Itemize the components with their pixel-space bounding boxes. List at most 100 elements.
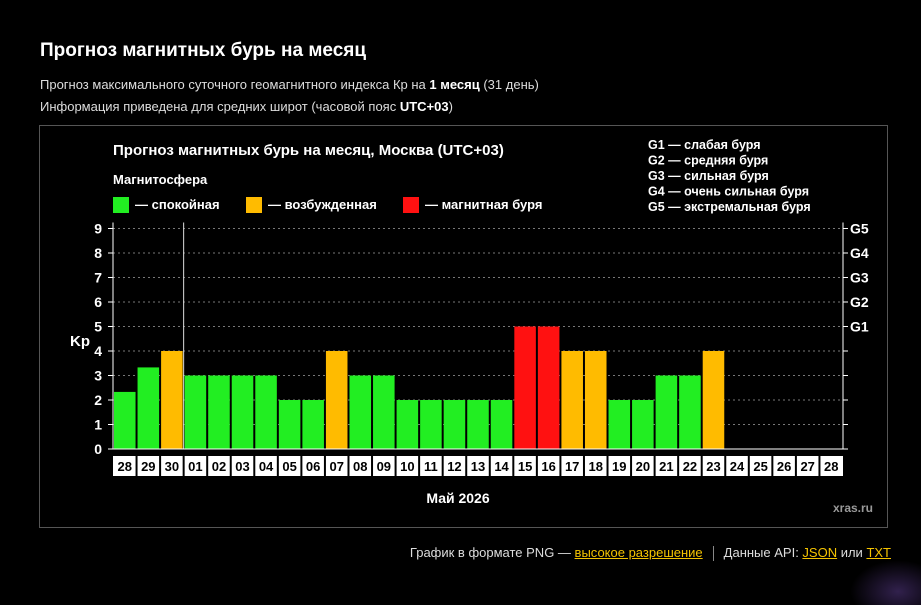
date-label: 04	[259, 459, 274, 474]
date-label: 18	[589, 459, 603, 474]
y-axis-label: Kp	[70, 333, 90, 350]
date-label: 11	[424, 459, 438, 474]
footer-divider	[712, 546, 714, 562]
date-label: 13	[471, 459, 485, 474]
high-resolution-link[interactable]: высокое разрешение	[574, 545, 703, 560]
kp-bar	[702, 351, 725, 449]
date-strip	[113, 456, 843, 476]
page-title: Прогноз магнитных бурь на месяц	[40, 40, 367, 61]
date-label: 19	[612, 459, 626, 474]
date-label: 22	[683, 459, 697, 474]
kp-bar	[302, 400, 324, 449]
json-link[interactable]: JSON	[802, 545, 838, 560]
kp-bar	[137, 367, 160, 449]
date-label: 09	[377, 459, 391, 474]
kp-bar	[231, 375, 254, 449]
g-scale-label: G5	[850, 221, 869, 237]
g-scale-label: G1	[850, 319, 869, 335]
or-label: или	[837, 545, 867, 560]
date-label: 20	[636, 459, 650, 474]
g-scale-legend-item: G5 — экстремальная буря	[648, 200, 811, 214]
x-axis-label: Май 2026	[426, 490, 489, 506]
g-scale-legend-item: G3 — сильная буря	[648, 169, 769, 183]
y-tick-label: 9	[94, 221, 102, 237]
g-scale-legend-item: G1 — слабая буря	[648, 138, 761, 152]
kp-bar	[561, 351, 583, 449]
kp-bar	[537, 326, 560, 449]
date-label: 12	[447, 459, 461, 474]
kp-bar	[679, 375, 701, 449]
api-label: Данные API:	[723, 545, 803, 560]
kp-bar	[161, 351, 183, 449]
g-scale-legend-item: G4 — очень сильная буря	[648, 185, 809, 199]
chart-title: Прогноз магнитных бурь на месяц, Москва …	[113, 142, 504, 159]
date-label: 24	[730, 459, 745, 474]
kp-bar	[396, 400, 419, 449]
date-label: 02	[212, 459, 226, 474]
g-scale-legend-item: G2 — средняя буря	[648, 154, 768, 168]
date-label: 17	[565, 459, 579, 474]
g-scale-label: G4	[850, 245, 869, 261]
date-label: 03	[235, 459, 249, 474]
txt-link[interactable]: TXT	[866, 545, 891, 560]
legend-swatch-storm	[403, 197, 419, 213]
y-tick-label: 6	[94, 294, 102, 310]
kp-bar	[584, 351, 607, 449]
legend-swatch-excited	[246, 197, 262, 213]
y-tick-label: 2	[94, 392, 102, 408]
kp-bar	[278, 400, 301, 449]
date-label: 15	[518, 459, 532, 474]
subtitle-latitude: Информация приведена для средних широт (…	[40, 99, 453, 114]
kp-bar	[467, 400, 489, 449]
subtitle-forecast-period: 1 месяц	[429, 77, 480, 92]
kp-bar	[349, 375, 372, 449]
kp-bar	[184, 375, 207, 449]
legend-swatch-calm	[113, 197, 129, 213]
kp-bar	[608, 400, 631, 449]
date-label: 16	[541, 459, 555, 474]
subtitle-forecast-days: (31 день)	[479, 77, 539, 92]
date-label: 07	[329, 459, 343, 474]
date-label: 26	[777, 459, 791, 474]
date-label: 21	[659, 459, 673, 474]
y-tick-label: 4	[94, 343, 102, 359]
legend-label-calm: — спокойная	[135, 197, 220, 212]
date-label: 10	[400, 459, 414, 474]
y-tick-label: 0	[94, 441, 102, 457]
watermark: xras.ru	[833, 501, 873, 515]
chart-panel	[39, 125, 888, 528]
date-label: 01	[188, 459, 202, 474]
kp-bar	[373, 375, 395, 449]
date-label: 08	[353, 459, 367, 474]
legend-label-excited: — возбужденная	[268, 197, 377, 212]
kp-bar	[208, 375, 230, 449]
legend-title: Магнитосфера	[113, 172, 208, 187]
subtitle-latitude-close: )	[448, 99, 453, 114]
date-label: 28	[118, 459, 132, 474]
y-tick-label: 8	[94, 245, 102, 261]
kp-forecast-chart: Прогноз магнитных бурь на месяц, Москва …	[70, 138, 873, 515]
kp-bar	[632, 400, 654, 449]
legend-label-storm: — магнитная буря	[425, 197, 542, 212]
subtitle-latitude-text: Информация приведена для средних широт (…	[40, 99, 400, 114]
subtitle-forecast-text: Прогноз максимального суточного геомагни…	[40, 77, 430, 92]
png-label: График в формате PNG —	[409, 545, 575, 560]
kp-bar	[255, 375, 277, 449]
kp-bar	[443, 400, 466, 449]
y-tick-label: 1	[94, 417, 102, 433]
g-scale-label: G3	[850, 270, 869, 286]
y-tick-label: 3	[94, 368, 102, 384]
date-label: 06	[306, 459, 320, 474]
subtitle-timezone: UTC+03	[399, 99, 449, 114]
kp-bar	[114, 391, 136, 449]
kp-bar	[325, 351, 348, 449]
kp-bar	[655, 375, 678, 449]
date-label: 05	[282, 459, 296, 474]
date-label: 29	[141, 459, 155, 474]
date-label: 14	[494, 459, 509, 474]
date-label: 23	[706, 459, 720, 474]
date-label: 28	[824, 459, 838, 474]
kp-bar	[514, 326, 536, 449]
kp-bar	[420, 400, 442, 449]
date-label: 27	[800, 459, 814, 474]
